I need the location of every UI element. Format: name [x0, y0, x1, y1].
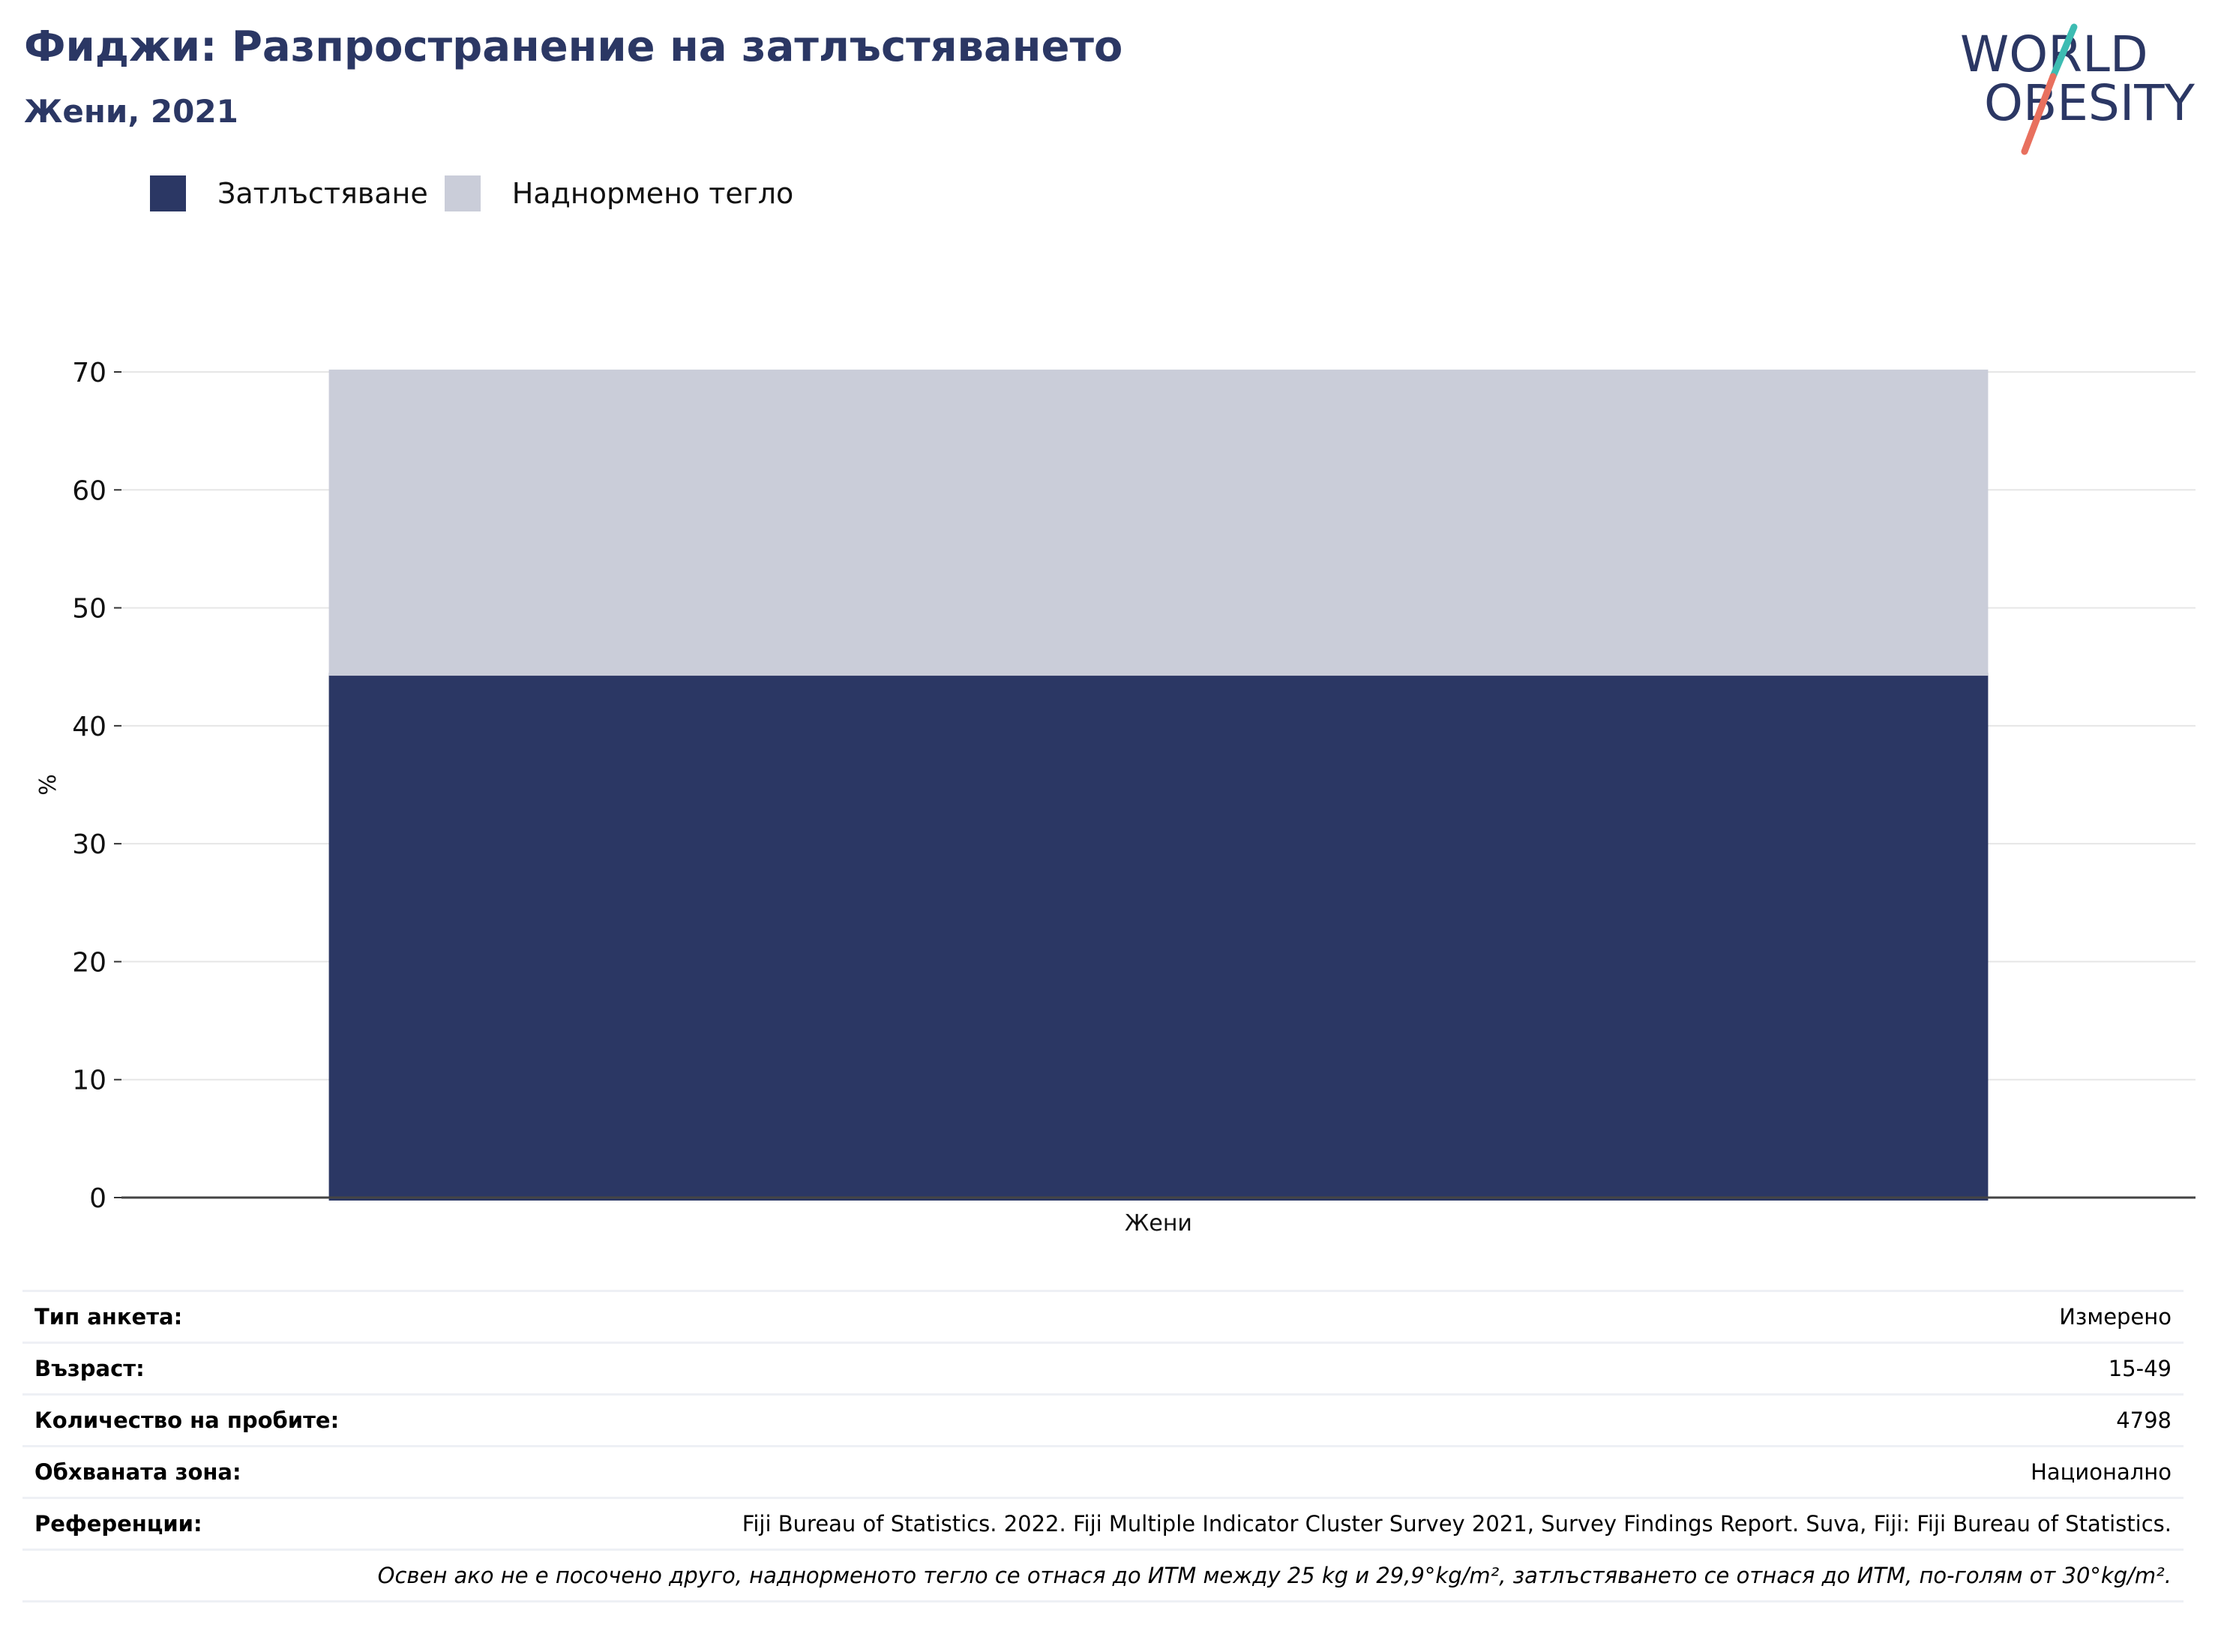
info-value-sample-size: 4798 — [2116, 1408, 2172, 1433]
chart-subtitle: Жени, 2021 — [24, 93, 238, 130]
info-row-references: Референции: Fiji Bureau of Statistics. 2… — [22, 1499, 2184, 1551]
info-value-survey-type: Измерено — [2059, 1304, 2172, 1330]
y-tick-label-20: 20 — [72, 947, 106, 978]
logo-text-obesity: OBESITY — [1984, 74, 2196, 132]
bar-chart: 0 10 20 30 40 50 60 70 Жени% — [35, 358, 2196, 1237]
y-axis-label: % — [35, 774, 61, 796]
info-value-age: 15-49 — [2108, 1356, 2172, 1381]
bar-overweight-0 — [328, 369, 1989, 676]
chart-title: Фиджи: Разпространение на затлъстяването — [24, 22, 1123, 71]
info-value-references: Fiji Bureau of Statistics. 2022. Fiji Mu… — [742, 1511, 2172, 1537]
y-tick-label-0: 0 — [89, 1183, 106, 1214]
world-obesity-logo: WORLD OBESITY — [1960, 23, 2196, 155]
logo-slash-teal — [2049, 23, 2078, 80]
legend-label-overweight: Наднормено тегло — [511, 177, 794, 210]
info-key-area-covered: Обхваната зона: — [34, 1459, 241, 1485]
info-key-survey-type: Тип анкета: — [34, 1304, 183, 1330]
info-key-age: Възраст: — [34, 1356, 145, 1381]
bar-obesity-0 — [328, 673, 1989, 1201]
info-key-references: Референции: — [34, 1511, 202, 1537]
y-tick-label-40: 40 — [72, 712, 106, 742]
legend-swatch-overweight — [444, 175, 481, 211]
info-row-area-covered: Обхваната зона: Национално — [22, 1447, 2184, 1499]
x-tick-label-0: Жени — [1125, 1210, 1192, 1237]
info-row-age: Възраст: 15-49 — [22, 1344, 2184, 1396]
legend-label-obesity: Затлъстяване — [217, 177, 428, 210]
info-key-sample-size: Количество на пробите: — [34, 1408, 340, 1433]
y-tick-label-10: 10 — [72, 1066, 106, 1096]
survey-info-table: Тип анкета: Измерено Възраст: 15-49 Коли… — [22, 1290, 2184, 1603]
info-value-area-covered: Национално — [2031, 1459, 2172, 1485]
y-tick-label-60: 60 — [72, 475, 106, 506]
logo-slash-coral — [2021, 73, 2057, 155]
legend-item-overweight[interactable]: Наднормено тегло — [444, 175, 794, 211]
info-row-sample-size: Количество на пробите: 4798 — [22, 1396, 2184, 1447]
y-tick-label-30: 30 — [72, 829, 106, 860]
info-row-survey-type: Тип анкета: Измерено — [22, 1292, 2184, 1344]
y-tick-label-70: 70 — [72, 358, 106, 388]
definition-note: Освен ако не е посочено друго, наднормен… — [22, 1551, 2184, 1603]
chart-legend: Затлъстяване Наднормено тегло — [150, 174, 810, 213]
legend-item-obesity[interactable]: Затлъстяване — [150, 175, 428, 211]
legend-swatch-obesity — [150, 175, 186, 211]
y-tick-label-50: 50 — [72, 594, 106, 625]
